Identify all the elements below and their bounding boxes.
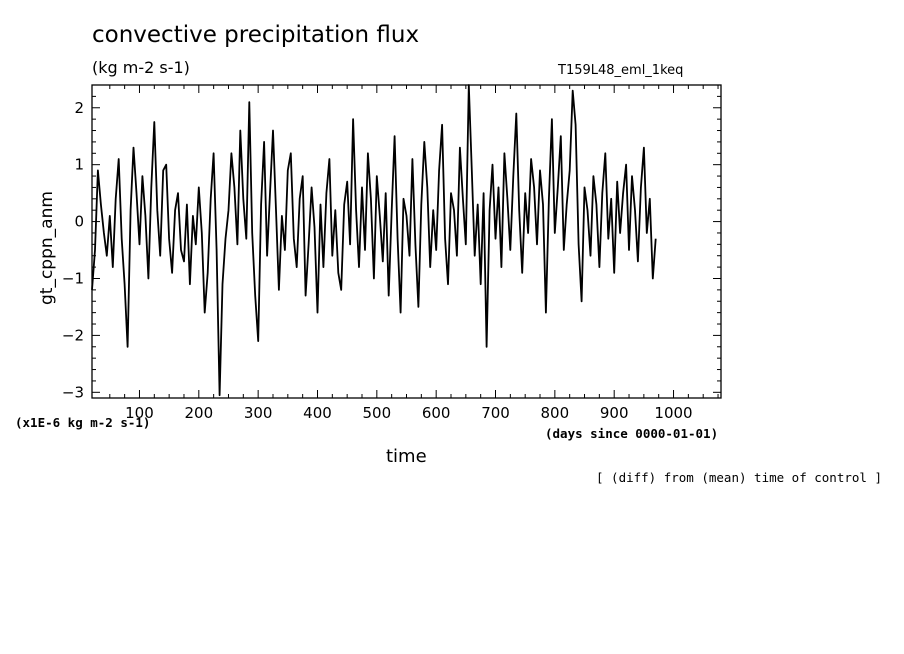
y-tick-label: 1 <box>74 156 84 174</box>
x-axis-units: (days since 0000-01-01) <box>545 426 719 441</box>
x-tick-label: 700 <box>481 404 510 422</box>
y-tick-label: −3 <box>62 383 84 401</box>
y-tick-label: −2 <box>62 326 84 344</box>
footnote: [ (diff) from (mean) time of control ] <box>596 470 882 485</box>
plot-frame <box>91 84 722 399</box>
y-tick-label: 0 <box>74 213 84 231</box>
chart-title: convective precipitation flux <box>92 22 420 48</box>
x-tick-label: 800 <box>541 404 570 422</box>
x-tick-label: 900 <box>600 404 629 422</box>
x-tick-label: 100 <box>125 404 154 422</box>
x-tick-label: 200 <box>184 404 213 422</box>
y-scale-note: (x1E-6 kg m-2 s-1) <box>15 415 151 430</box>
y-tick-label: 2 <box>74 99 84 117</box>
x-axis-label: time <box>386 446 427 467</box>
y-tick-label: −1 <box>62 269 84 287</box>
chart-units: (kg m-2 s-1) <box>92 58 190 77</box>
x-tick-label: 600 <box>422 404 451 422</box>
run-label: T159L48_eml_1keq <box>558 63 684 78</box>
x-tick-label: 300 <box>244 404 273 422</box>
x-tick-label: 400 <box>303 404 332 422</box>
series-line <box>91 84 657 397</box>
x-tick-label: 500 <box>363 404 392 422</box>
x-tick-label: 1000 <box>654 404 692 422</box>
